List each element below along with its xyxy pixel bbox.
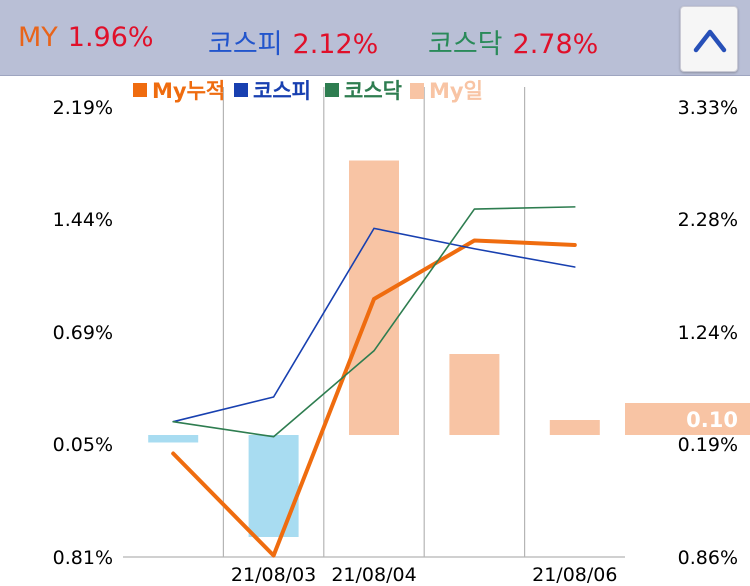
bar [449,354,500,435]
legend-label: My누적 [152,79,225,103]
bar [549,420,600,435]
legend-swatch [325,83,339,97]
line-series [171,206,577,558]
left-axis-label: 0.81% [53,547,113,569]
legend-label: 코스닥 [344,79,402,103]
summary-kospi: 코스피 2.12% [208,22,378,61]
annotations: 0.10 [625,403,750,435]
right-axis: 3.33% 2.28% 1.24% 0.19% 0.86% [678,97,738,569]
legend-swatch [234,83,248,97]
collapse-button[interactable] [680,6,738,72]
bar [248,435,299,537]
grid-lines [123,87,625,558]
right-axis-label: 0.19% [678,434,738,456]
value-label: 0.10 [686,408,738,432]
summary-header: MY 1.96% 코스피 2.12% 코스닥 2.78% [0,0,750,76]
bar [148,435,199,443]
left-axis-label: 0.05% [53,434,113,456]
summary-my-label: MY [18,22,58,53]
chevron-up-icon [693,29,727,53]
left-axis-label: 2.19% [53,97,113,119]
summary-kosdaq: 코스닥 2.78% [428,22,598,61]
summary-kosdaq-value: 2.78% [512,29,599,60]
right-axis-label: 0.86% [678,547,738,569]
legend-swatch [410,83,424,99]
summary-my-value: 1.96% [67,22,154,53]
right-axis-label: 3.33% [678,97,738,119]
legend-swatch [133,83,147,97]
x-axis: 21/08/03 21/08/04 21/08/06 [231,564,618,586]
x-tick-label: 21/08/04 [331,564,416,586]
summary-kospi-label: 코스피 [208,29,283,60]
left-axis: 2.19% 1.44% 0.69% 0.05% 0.81% [53,97,113,569]
bar-series [148,160,600,537]
summary-my: MY 1.96% [18,22,154,53]
left-axis-label: 0.69% [53,322,113,344]
legend: My누적 코스피 코스닥 My일 [133,79,483,103]
legend-label: My일 [429,79,483,103]
x-tick-label: 21/08/06 [532,564,617,586]
right-axis-label: 1.24% [678,322,738,344]
right-axis-label: 2.28% [678,209,738,231]
series-line [172,206,576,438]
value-label-box [625,403,750,435]
series-line [172,227,576,423]
legend-label: 코스피 [253,79,311,103]
left-axis-label: 1.44% [53,209,113,231]
summary-kospi-value: 2.12% [292,29,379,60]
series-line [171,238,577,558]
x-tick-label: 21/08/03 [231,564,316,586]
summary-kosdaq-label: 코스닥 [428,29,503,60]
